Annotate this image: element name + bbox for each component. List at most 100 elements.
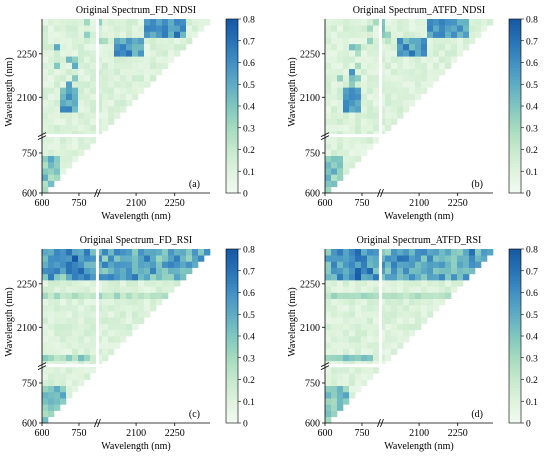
- heatmap-cell: [114, 37, 121, 45]
- heatmap-cell: [126, 311, 133, 318]
- heatmap-cell: [42, 143, 49, 150]
- heatmap-cell: [331, 50, 338, 57]
- heatmap-cell: [72, 93, 79, 101]
- colorbar-segment: [509, 399, 521, 404]
- heatmap-cell: [138, 68, 145, 76]
- heatmap-cell: [385, 112, 392, 119]
- x-axis-break-mark: [94, 418, 101, 428]
- heatmap-cell: [126, 267, 133, 275]
- heatmap-cell: [367, 304, 374, 312]
- heatmap-cell: [90, 99, 97, 107]
- heatmap-cell: [120, 329, 127, 337]
- heatmap-cell: [96, 311, 103, 318]
- heatmap-cell: [54, 149, 61, 157]
- chart-title: Original Spectrum_FD_NDSI: [76, 5, 196, 16]
- heatmap-cell: [48, 367, 55, 374]
- heatmap-cell: [361, 81, 368, 88]
- heatmap-cell: [54, 273, 61, 281]
- heatmap-cell: [451, 249, 458, 256]
- heatmap-cell: [60, 81, 67, 88]
- heatmap-cell: [367, 273, 374, 281]
- heatmap-cell: [54, 404, 61, 411]
- heatmap-cell: [325, 186, 332, 194]
- colorbar-segment: [509, 111, 521, 116]
- y-tick-label: 750: [305, 378, 320, 389]
- colorbar-segment: [226, 373, 238, 377]
- heatmap-cell: [367, 373, 374, 380]
- heatmap-cell: [108, 50, 115, 57]
- heatmap-cell: [126, 317, 133, 324]
- heatmap-cell: [132, 267, 139, 275]
- heatmap-cell: [397, 56, 404, 63]
- colorbar-tick-label: 0.6: [526, 59, 538, 69]
- colorbar-segment: [509, 158, 521, 162]
- heatmap-cell: [54, 348, 61, 355]
- heatmap-cell: [90, 323, 97, 331]
- heatmap-cell: [132, 56, 139, 63]
- heatmap-cell: [355, 304, 362, 312]
- heatmap-cell: [102, 50, 109, 57]
- heatmap-cell: [355, 373, 362, 380]
- heatmap-cell: [60, 168, 67, 175]
- colorbar-segment: [226, 362, 238, 366]
- heatmap-cell: [445, 25, 452, 32]
- heatmap-cell: [84, 273, 91, 281]
- heatmap-cell: [397, 304, 404, 312]
- heatmap-cell: [78, 87, 85, 94]
- heatmap-cell: [367, 137, 374, 144]
- heatmap-cell: [114, 336, 121, 343]
- heatmap-cell: [156, 56, 163, 63]
- heatmap-cell: [48, 43, 55, 51]
- heatmap-cell: [72, 373, 79, 380]
- heatmap-cell: [373, 81, 380, 88]
- heatmap-cell: [349, 323, 356, 331]
- colorbar-segment: [226, 56, 238, 60]
- heatmap-cell: [391, 68, 398, 76]
- heatmap-cell: [60, 329, 67, 337]
- heatmap-cell: [54, 280, 61, 287]
- heatmap-cell: [66, 286, 73, 293]
- heatmap-cell: [162, 62, 169, 70]
- heatmap-cell: [42, 118, 49, 125]
- heatmap-cell: [78, 74, 85, 82]
- heatmap-cell: [421, 68, 428, 76]
- heatmap-cell: [42, 410, 49, 418]
- heatmap-cell: [337, 373, 344, 380]
- heatmap-cell: [331, 292, 338, 300]
- heatmap-cell: [192, 25, 199, 32]
- colorbar-segment: [509, 420, 521, 424]
- heatmap-cell: [78, 137, 85, 144]
- heatmap-cell: [379, 348, 386, 355]
- heatmap-cell: [144, 31, 151, 38]
- heatmap-cell: [78, 342, 85, 349]
- heatmap-cell: [72, 342, 79, 349]
- heatmap-cell: [433, 43, 440, 51]
- heatmap-cell: [385, 323, 392, 331]
- heatmap-cell: [349, 261, 356, 268]
- heatmap-cell: [126, 273, 133, 281]
- heatmap-cell: [337, 385, 344, 393]
- heatmap-cell: [331, 81, 338, 88]
- heatmap-cell: [48, 112, 55, 119]
- heatmap-cell: [60, 311, 67, 318]
- heatmap-cell: [433, 50, 440, 57]
- heatmap-cell: [42, 31, 49, 38]
- heatmap-cell: [180, 261, 187, 268]
- heatmap-cell: [463, 261, 470, 268]
- heatmap-cell: [156, 292, 163, 300]
- heatmap-cell: [66, 329, 73, 337]
- colorbar-segment: [509, 117, 521, 121]
- heatmap-cell: [60, 317, 67, 324]
- heatmap-cell: [48, 410, 55, 418]
- heatmap-cell: [403, 56, 410, 63]
- heatmap-cell: [42, 398, 49, 405]
- colorbar-segment: [509, 103, 521, 107]
- heatmap-cell: [96, 43, 103, 51]
- heatmap-cell: [54, 43, 61, 51]
- heatmap-cell: [361, 19, 368, 26]
- colorbar-segment: [226, 132, 238, 136]
- y-tick-label: 2250: [17, 49, 37, 60]
- heatmap-cell: [54, 56, 61, 63]
- colorbar-segment: [226, 396, 238, 401]
- heatmap-cell: [168, 267, 175, 275]
